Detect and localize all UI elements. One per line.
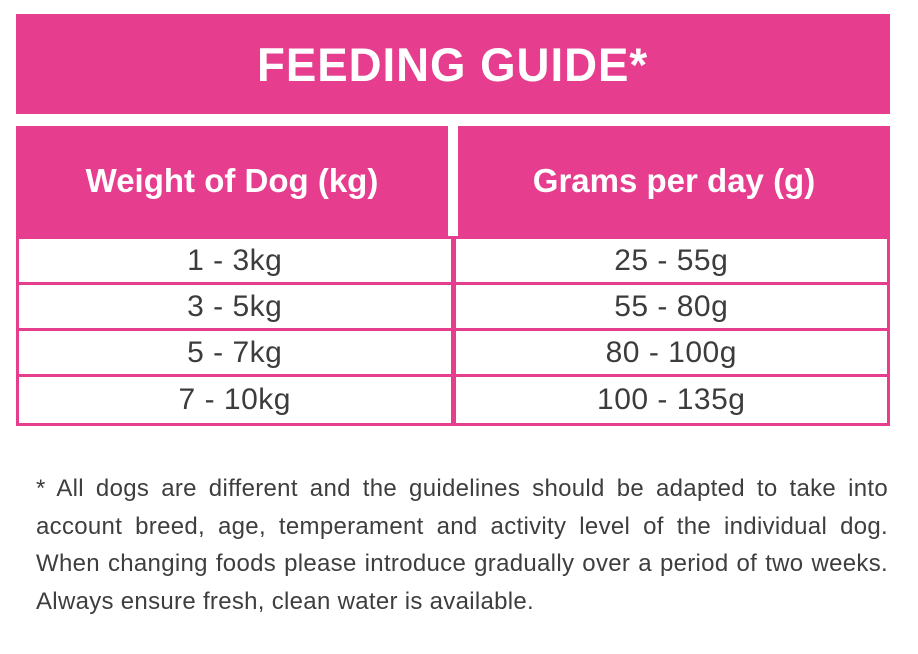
weight-cell: 5 - 7kg xyxy=(19,331,456,374)
feeding-table: 1 - 3kg 25 - 55g 3 - 5kg 55 - 80g 5 - 7k… xyxy=(16,236,890,426)
grams-cell: 100 - 135g xyxy=(597,383,746,416)
grams-cell: 25 - 55g xyxy=(614,243,729,277)
weight-cell: 1 - 3kg xyxy=(19,239,456,282)
weight-cell: 7 - 10kg xyxy=(19,377,456,423)
table-row: 3 - 5kg 55 - 80g xyxy=(19,285,887,331)
footnote-line: Always ensure fresh, clean water is avai… xyxy=(36,587,535,615)
feeding-guide-title: FEEDING GUIDE* xyxy=(257,37,649,91)
column-header-weight: Weight of Dog (kg) xyxy=(16,126,448,236)
weight-cell: 3 - 5kg xyxy=(19,285,456,328)
footnote-line: When changing foods please introduce gra… xyxy=(36,550,888,577)
feeding-guide-panel: FEEDING GUIDE* Weight of Dog (kg) Grams … xyxy=(16,14,890,426)
table-row: 7 - 10kg 100 - 135g xyxy=(19,377,887,423)
feeding-guide-title-band: FEEDING GUIDE* xyxy=(16,14,890,114)
feeding-guide-footnote: * All dogs are different and the guideli… xyxy=(36,470,888,620)
footnote-line: account breed, age, temperament and acti… xyxy=(36,512,888,540)
table-row: 1 - 3kg 25 - 55g xyxy=(19,239,887,285)
column-header-grams: Grams per day (g) xyxy=(458,126,890,236)
grams-cell: 55 - 80g xyxy=(614,289,729,323)
table-row: 5 - 7kg 80 - 100g xyxy=(19,331,887,377)
grams-cell: 80 - 100g xyxy=(605,335,737,369)
table-column-headers: Weight of Dog (kg) Grams per day (g) xyxy=(16,126,890,236)
footnote-line: * All dogs are different and the guideli… xyxy=(36,475,888,502)
